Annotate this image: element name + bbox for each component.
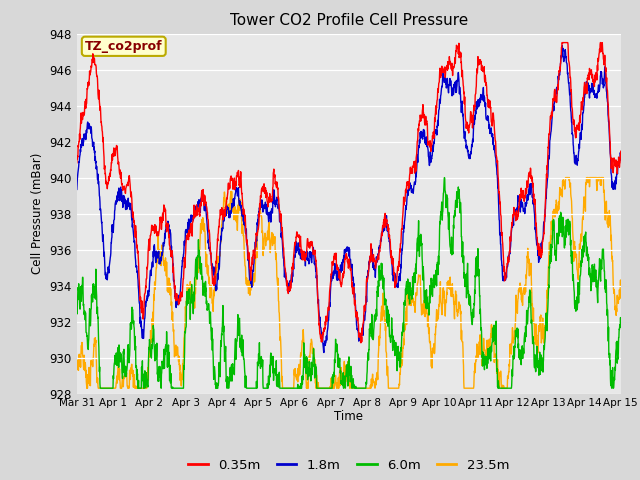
Legend: 0.35m, 1.8m, 6.0m, 23.5m: 0.35m, 1.8m, 6.0m, 23.5m: [183, 454, 515, 477]
Y-axis label: Cell Pressure (mBar): Cell Pressure (mBar): [31, 153, 44, 274]
Text: TZ_co2prof: TZ_co2prof: [85, 40, 163, 53]
X-axis label: Time: Time: [334, 410, 364, 423]
Title: Tower CO2 Profile Cell Pressure: Tower CO2 Profile Cell Pressure: [230, 13, 468, 28]
